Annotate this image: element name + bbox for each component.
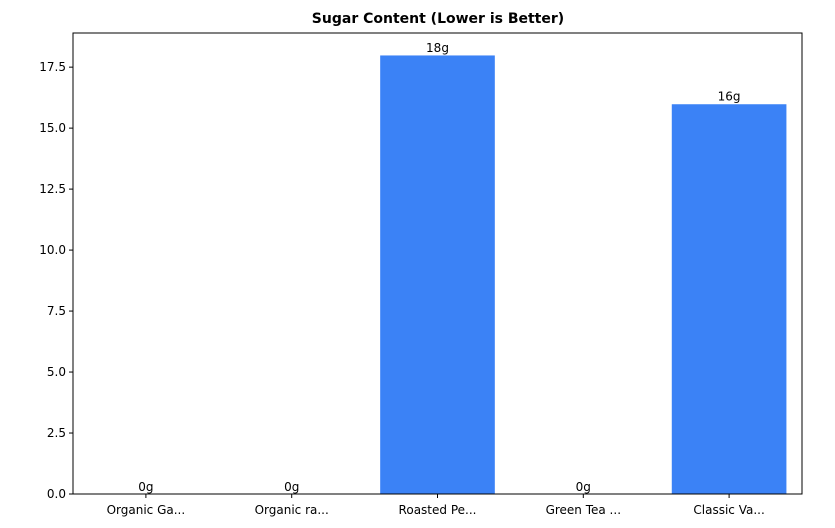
y-tick-label: 17.5 xyxy=(39,60,66,74)
x-tick-label: Classic Va... xyxy=(693,503,764,517)
data-label: 0g xyxy=(576,480,591,494)
data-label: 0g xyxy=(138,480,153,494)
x-tick-label: Green Tea ... xyxy=(546,503,621,517)
bar xyxy=(670,103,788,495)
y-tick-label: 7.5 xyxy=(47,304,66,318)
y-tick-label: 2.5 xyxy=(47,426,66,440)
chart-title: Sugar Content (Lower is Better) xyxy=(312,11,564,27)
data-label: 0g xyxy=(284,480,299,494)
y-tick-label: 10.0 xyxy=(39,243,66,257)
x-tick-label: Organic Ga... xyxy=(107,503,186,517)
x-tick-label: Roasted Pe... xyxy=(399,503,477,517)
y-tick-label: 5.0 xyxy=(47,365,66,379)
x-tick-label: Organic ra... xyxy=(255,503,329,517)
y-tick-label: 0.0 xyxy=(47,487,66,501)
data-label: 16g xyxy=(718,90,741,104)
y-tick-label: 15.0 xyxy=(39,121,66,135)
plot-area: 0g 0g 18g 0g 16g 0.0 2.5 5.0 7.5 10.0 12.5 15.0 17.5… xyxy=(39,32,803,517)
y-tick-label: 12.5 xyxy=(39,182,66,196)
data-label: 18g xyxy=(426,41,449,55)
bar xyxy=(379,54,496,495)
